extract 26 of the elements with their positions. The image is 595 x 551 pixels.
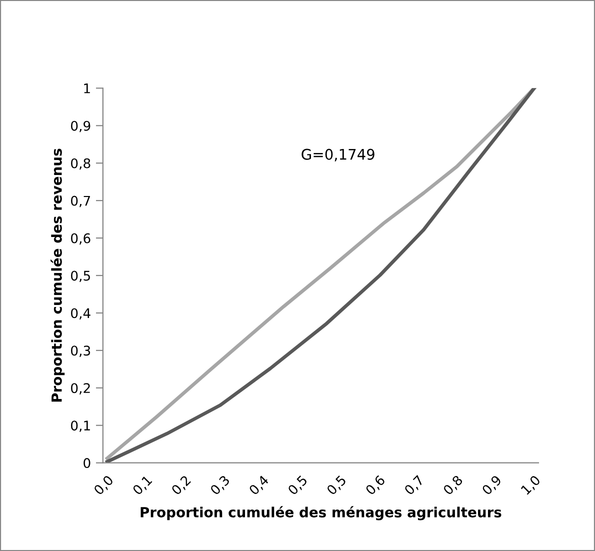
x-tick-label: 0,6: [364, 474, 387, 496]
y-tick-label: 0,3: [71, 346, 90, 357]
x-tick-label: 0,3: [210, 474, 232, 496]
y-tick-label: 0,7: [71, 196, 90, 208]
annotation: G=0,1749: [302, 148, 374, 162]
x-tick-label: 0,7: [404, 474, 426, 496]
x-tick-label: 1,0: [520, 474, 542, 496]
y-axis-title: Proportion cumulée des revenus: [50, 148, 65, 402]
y-tick-label: 0,9: [71, 120, 90, 132]
x-tick-label: 0,5: [326, 474, 348, 496]
x-tick-label: 0,0: [93, 474, 115, 496]
x-tick-label: 0,2: [170, 475, 192, 496]
x-tick-label: 0,9: [481, 474, 503, 496]
x-tick-label: 0,1: [132, 474, 154, 496]
y-tick-label: 0,8: [71, 158, 90, 170]
y-tick-label: 0,1: [71, 420, 90, 432]
y-tick-label: 1: [84, 84, 90, 94]
y-tick-label: 0: [84, 458, 90, 468]
x-tick-label: 0,4: [248, 474, 270, 496]
x-tick-label: 0,5: [287, 474, 309, 496]
y-tick-label: 0,4: [71, 308, 90, 320]
x-axis-title: Proportion cumulée des ménages agriculteurs: [140, 506, 502, 520]
y-tick-label: 0,5: [71, 270, 90, 282]
x-tick-label: 0,8: [442, 474, 464, 496]
y-tick-label: 0,6: [71, 233, 90, 245]
y-tick-label: 0,2: [71, 383, 90, 394]
